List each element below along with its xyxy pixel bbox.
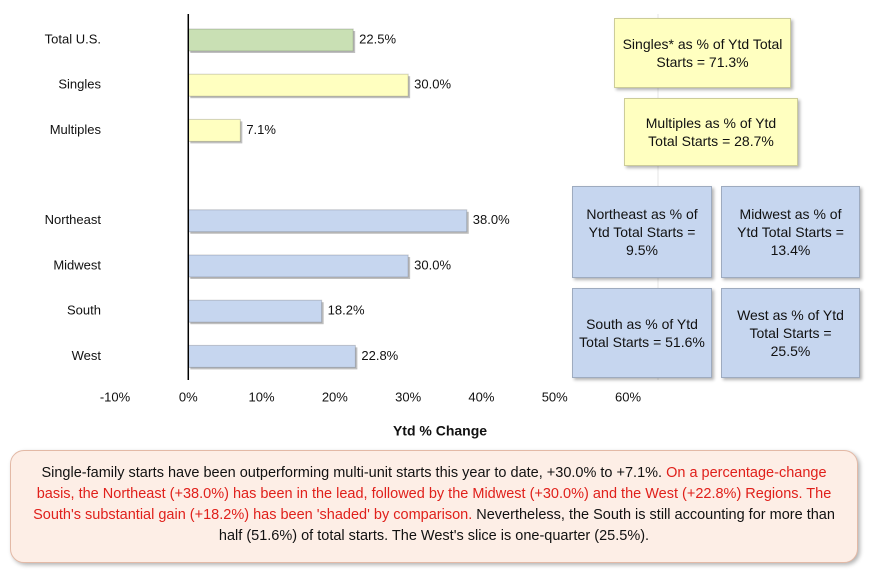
y-tick-label: Midwest bbox=[53, 257, 101, 272]
annotation-box: Singles* as % of Ytd Total Starts = 71.3… bbox=[614, 18, 791, 88]
annotation-box: Northeast as % of Ytd Total Starts = 9.5… bbox=[572, 186, 712, 278]
value-label: 30.0% bbox=[414, 77, 451, 92]
bar bbox=[187, 28, 354, 52]
x-tick-label: 10% bbox=[249, 389, 275, 404]
value-label: 22.5% bbox=[359, 31, 396, 46]
bar bbox=[187, 254, 409, 278]
x-tick-label: 20% bbox=[322, 389, 348, 404]
bar bbox=[187, 209, 468, 233]
value-label: 18.2% bbox=[328, 303, 365, 318]
value-label: 22.8% bbox=[361, 348, 398, 363]
note-text: Nevertheless, the South is still account… bbox=[218, 507, 835, 544]
bar bbox=[187, 118, 241, 142]
y-tick-label: South bbox=[67, 303, 101, 318]
x-tick-label: 40% bbox=[468, 389, 494, 404]
y-tick-label: Northeast bbox=[45, 212, 102, 227]
value-label: 38.0% bbox=[473, 212, 510, 227]
x-tick-label: 60% bbox=[615, 389, 641, 404]
x-tick-label: 0% bbox=[179, 389, 198, 404]
value-label: 7.1% bbox=[246, 122, 276, 137]
y-tick-label: Total U.S. bbox=[45, 31, 101, 46]
note-text: On a percentage-change basis, the Northe… bbox=[33, 465, 832, 523]
chart: Ytd % Change -10% 0% 10% 20% 30% 40% 50% 60% Tot… bbox=[45, 14, 659, 439]
x-axis-title: Ytd % Change bbox=[393, 423, 487, 439]
bar bbox=[187, 344, 356, 368]
note: Single-family starts have been outperfor… bbox=[10, 450, 858, 563]
y-tick-label: West bbox=[72, 348, 102, 363]
annotation-box: West as % of Ytd Total Starts = 25.5% bbox=[721, 288, 860, 378]
y-tick-label: Singles bbox=[58, 77, 101, 92]
y-tick-label: Multiples bbox=[50, 122, 102, 137]
annotation-box: Multiples as % of Ytd Total Starts = 28.… bbox=[624, 98, 798, 166]
note-text: Single-family starts have been outperfor… bbox=[41, 465, 663, 481]
annotation-box: Midwest as % of Ytd Total Starts = 13.4% bbox=[721, 186, 860, 278]
x-tick-label: -10% bbox=[100, 389, 131, 404]
bar bbox=[187, 299, 323, 323]
bar bbox=[187, 73, 409, 97]
x-tick-label: 50% bbox=[542, 389, 568, 404]
annotation-box: South as % of Ytd Total Starts = 51.6% bbox=[572, 288, 712, 378]
value-label: 30.0% bbox=[414, 257, 451, 272]
x-tick-label: 30% bbox=[395, 389, 421, 404]
